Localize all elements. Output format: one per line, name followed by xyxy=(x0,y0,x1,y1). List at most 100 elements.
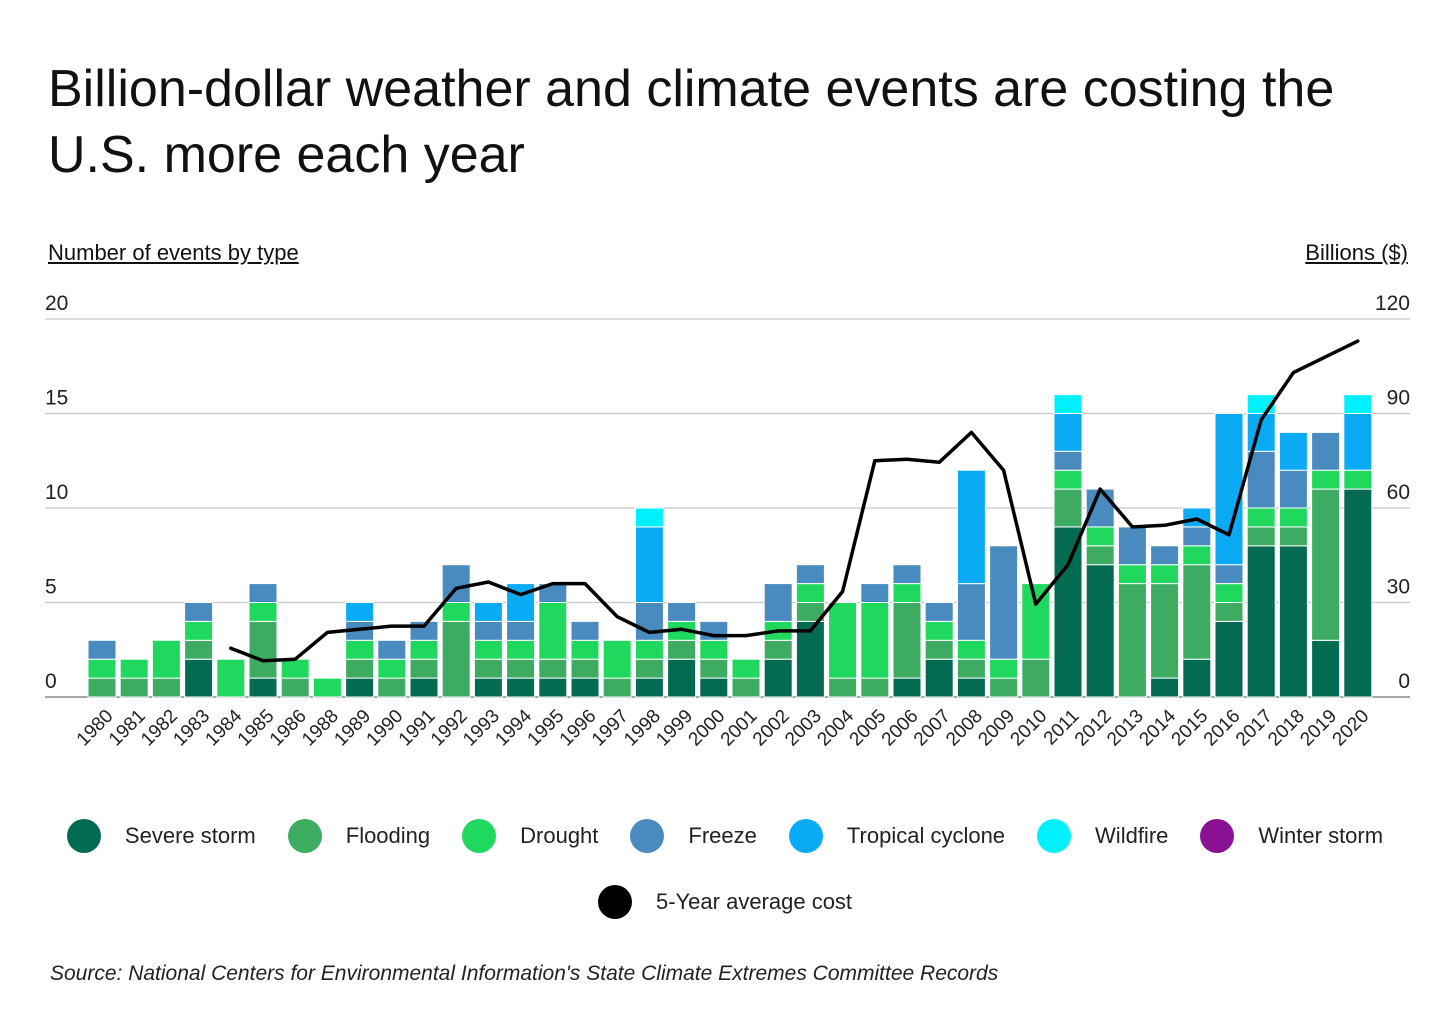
legend-swatch xyxy=(1200,819,1235,853)
bar-segment xyxy=(151,677,181,698)
bar-segment xyxy=(1117,583,1147,698)
legend-label: Tropical cyclone xyxy=(846,823,1006,848)
bar-segment xyxy=(1278,469,1308,509)
left-tick-label: 15 xyxy=(45,387,68,410)
bar-segment xyxy=(1085,564,1115,698)
x-tick-label: 1982 xyxy=(137,706,182,751)
five-year-average-line xyxy=(229,339,1360,663)
bar-segment xyxy=(1182,658,1212,698)
bar-segment xyxy=(956,469,986,585)
bar-segment xyxy=(248,677,278,698)
bar-segment xyxy=(377,658,407,679)
bar-segment xyxy=(1053,394,1083,414)
bar-segment xyxy=(989,658,1019,679)
legend-swatch xyxy=(66,819,101,853)
bar-segment xyxy=(634,677,664,698)
bar-segment xyxy=(87,677,117,698)
bar-segment xyxy=(1343,413,1373,471)
x-tick-label: 1996 xyxy=(556,706,601,751)
x-tick-label: 1999 xyxy=(652,706,697,751)
bar-segment xyxy=(667,658,697,698)
x-tick-label: 2018 xyxy=(1264,706,1309,751)
bar-segment xyxy=(634,639,664,660)
bar-segment xyxy=(184,639,214,660)
right-tick-label: 90 xyxy=(1387,387,1410,410)
x-tick-label: 2003 xyxy=(781,706,826,751)
bar-segment xyxy=(989,677,1019,698)
bar-segment xyxy=(634,526,664,603)
x-tick-label: 2020 xyxy=(1329,706,1374,751)
bar-segment xyxy=(184,602,214,622)
bar-segment xyxy=(345,639,375,660)
x-tick-label: 2017 xyxy=(1232,706,1277,751)
legend-item: Flooding xyxy=(287,819,431,853)
bar-segment xyxy=(473,639,503,660)
bar-segment xyxy=(1214,602,1244,622)
x-tick-label: 1981 xyxy=(105,706,150,751)
legend-swatch xyxy=(462,819,497,853)
bar-segment xyxy=(1150,545,1180,566)
bar-segment xyxy=(860,677,890,698)
bar-segment xyxy=(184,620,214,641)
bar-segment xyxy=(699,620,729,641)
legend-label: Flooding xyxy=(345,823,431,848)
bar-segment xyxy=(602,677,632,698)
legend-label: Drought xyxy=(520,823,599,848)
x-tick-label: 1998 xyxy=(620,706,665,751)
bar-segment xyxy=(699,677,729,698)
left-tick-label: 10 xyxy=(45,481,68,504)
bar-segment xyxy=(731,658,761,679)
bar-segment xyxy=(763,583,793,622)
left-axis-title: Number of events by type xyxy=(48,240,299,265)
bar-segment xyxy=(1021,583,1051,660)
bar-segment xyxy=(312,677,342,698)
bar-segment xyxy=(345,658,375,679)
bar-segment xyxy=(409,639,439,660)
bar-segment xyxy=(892,677,922,698)
x-tick-label: 2006 xyxy=(878,706,923,751)
x-tick-label: 2014 xyxy=(1135,705,1180,750)
bar-segment xyxy=(119,677,149,698)
x-tick-label: 2016 xyxy=(1200,706,1245,751)
x-tick-label: 1994 xyxy=(491,705,536,750)
bar-segment xyxy=(989,545,1019,660)
bar-segment xyxy=(924,639,954,660)
x-tick-label: 2012 xyxy=(1071,706,1116,751)
bar-segment xyxy=(1117,526,1147,566)
x-tick-label: 2008 xyxy=(942,706,987,751)
legend-label: Freeze xyxy=(688,823,757,848)
bar-segment xyxy=(763,639,793,660)
left-tick-label: 5 xyxy=(45,576,57,599)
bar-segment xyxy=(1246,545,1276,698)
bar-segment xyxy=(1117,564,1147,585)
bar-segment xyxy=(1053,469,1083,490)
legend-item: Severe storm xyxy=(66,819,256,853)
bar-segment xyxy=(377,639,407,660)
bar-segment xyxy=(87,639,117,660)
right-tick-label: 60 xyxy=(1387,481,1410,504)
legend-swatch xyxy=(287,819,322,853)
bar-segment xyxy=(1246,450,1276,509)
right-tick-label: 0 xyxy=(1398,670,1410,693)
bar-segment xyxy=(924,602,954,622)
source-note: Source: National Centers for Environment… xyxy=(50,962,999,985)
x-tick-label: 2004 xyxy=(813,705,858,750)
bar-segment xyxy=(280,677,310,698)
bar-segment xyxy=(538,602,568,660)
bar-segment xyxy=(441,564,471,604)
bar-segment xyxy=(1246,526,1276,547)
bar-segment xyxy=(892,583,922,604)
bar-segment xyxy=(924,658,954,698)
x-tick-label: 1984 xyxy=(202,705,247,750)
bar-segment xyxy=(956,583,986,641)
bar-segment xyxy=(1053,450,1083,471)
bar-segment xyxy=(441,620,471,698)
bar-segment xyxy=(1150,677,1180,698)
bar-segment xyxy=(248,602,278,622)
x-tick-label: 2015 xyxy=(1168,706,1213,751)
x-tick-label: 2001 xyxy=(717,706,762,751)
legend-swatch xyxy=(630,819,665,853)
bar-segment xyxy=(699,658,729,679)
bar-segment xyxy=(538,677,568,698)
bar-segment xyxy=(1343,488,1373,698)
